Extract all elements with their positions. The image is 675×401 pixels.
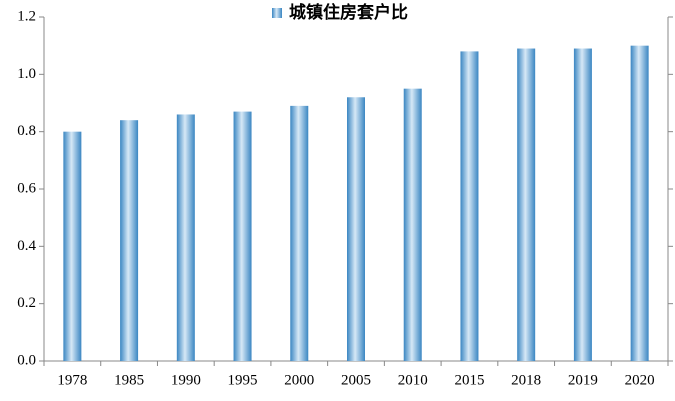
bar	[573, 48, 592, 362]
x-tick-label: 2018	[511, 372, 541, 388]
x-tick-label: 1990	[171, 372, 201, 388]
y-tick-label: 0.2	[17, 295, 36, 311]
bar	[630, 45, 649, 362]
x-tick-label: 2019	[568, 372, 598, 388]
x-tick-label: 2010	[398, 372, 428, 388]
x-tick-label: 1985	[114, 372, 144, 388]
y-tick-label: 0.6	[17, 180, 36, 196]
y-tick-label: 1.2	[17, 8, 36, 24]
x-tick-label: 2020	[625, 372, 655, 388]
legend-swatch	[272, 8, 282, 18]
x-tick-label: 2005	[341, 372, 371, 388]
bar	[176, 114, 195, 361]
x-tick-label: 2015	[454, 372, 484, 388]
x-tick-label: 1995	[228, 372, 258, 388]
bar	[233, 111, 252, 361]
bar	[403, 88, 422, 362]
y-tick-label: 1.0	[17, 66, 36, 82]
x-tick-label: 2000	[284, 372, 314, 388]
y-tick-label: 0.4	[17, 238, 36, 254]
legend-text: 城镇住房套户比	[289, 2, 408, 22]
x-tick-label: 1978	[57, 372, 87, 388]
y-tick-label: 0.8	[17, 123, 36, 139]
bar	[517, 48, 536, 362]
bar	[460, 51, 479, 362]
bar	[63, 131, 82, 361]
bar	[290, 105, 309, 361]
bar	[347, 97, 365, 362]
bar	[120, 120, 139, 361]
y-tick-label: 0.0	[17, 352, 36, 368]
